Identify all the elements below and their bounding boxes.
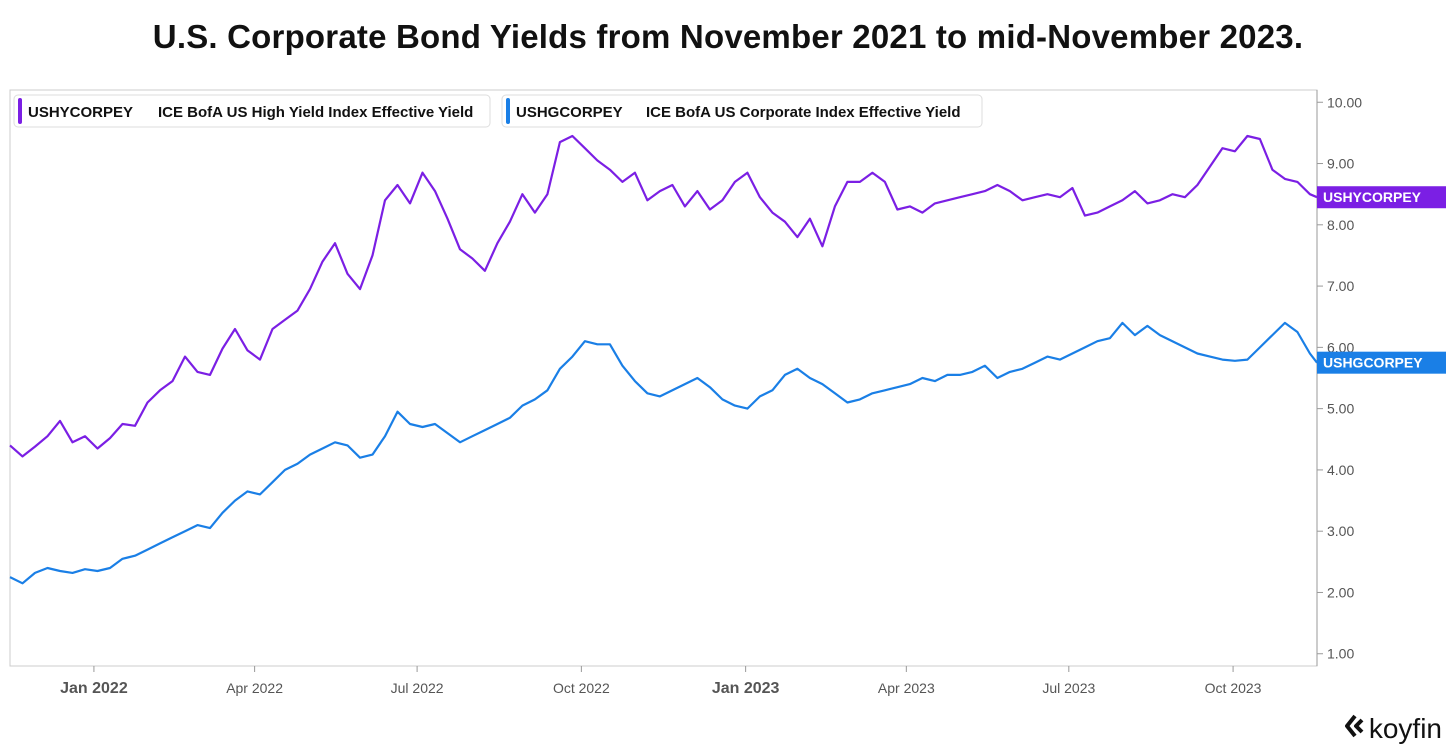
- legend-swatch: [18, 98, 22, 124]
- series-group: [9, 134, 1318, 585]
- y-tick-label: 7.00: [1327, 278, 1354, 294]
- last-value-tag-bg: [1317, 186, 1446, 209]
- y-tick-label: 9.00: [1327, 156, 1354, 172]
- legend-swatch: [506, 98, 510, 124]
- x-tick-label: Apr 2022: [226, 680, 283, 696]
- y-tick-label: 3.00: [1327, 523, 1354, 539]
- legend-series-description: ICE BofA US Corporate Index Effective Yi…: [646, 104, 961, 121]
- plot-frame: [9, 89, 1318, 667]
- y-tick-label: 8.00: [1327, 217, 1354, 233]
- x-tick-label: Jul 2023: [1042, 680, 1095, 696]
- brand-name: koyfin: [1368, 713, 1442, 744]
- y-tick-label: 6.00: [1327, 339, 1354, 355]
- legend-series-name: USHYCORPEY: [28, 104, 133, 121]
- page-title: U.S. Corporate Bond Yields from November…: [152, 18, 1304, 55]
- legend-item-ushycorpey[interactable]: USHYCORPEY ICE BofA US High Yield Index E…: [13, 94, 491, 128]
- last-value-tag-ushycorpey: USHYCORPEY: [1317, 186, 1446, 209]
- x-tick-label: Apr 2023: [878, 680, 935, 696]
- legend-box: [501, 94, 983, 128]
- y-tick-label: 10.00: [1327, 94, 1362, 110]
- x-tick-label: Oct 2023: [1205, 680, 1262, 696]
- x-tick-label: Jan 2023: [712, 680, 780, 697]
- legend: USHYCORPEY ICE BofA US High Yield Index E…: [13, 94, 983, 128]
- legend-item-ushgcorpey[interactable]: USHGCORPEY ICE BofA US Corporate Index Ef…: [501, 94, 983, 128]
- legend-series-description: ICE BofA US High Yield Index Effective Y…: [158, 104, 473, 121]
- brand-logo: koyfin: [1343, 713, 1442, 745]
- x-axis: Jan 2022 Apr 2022 Jul 2022 Oct 2022 Jan 2023…: [60, 666, 1262, 697]
- y-tick-label: 4.00: [1327, 462, 1354, 478]
- last-value-tag-ushgcorpey: USHGCORPEY: [1317, 351, 1446, 374]
- series-line-ushycorpey: [9, 134, 1318, 458]
- x-tick-label: Jul 2022: [391, 680, 444, 696]
- y-tick-label: 1.00: [1327, 646, 1354, 662]
- last-value-tag-label: USHGCORPEY: [1323, 355, 1423, 371]
- last-value-tag-bg: [1317, 351, 1446, 374]
- x-tick-label: Oct 2022: [553, 680, 610, 696]
- last-value-tags: USHYCORPEY USHGCORPEY: [1317, 186, 1446, 374]
- legend-series-name: USHGCORPEY: [516, 104, 623, 121]
- x-tick-label: Jan 2022: [60, 680, 128, 697]
- y-axis: 1.00 2.00 3.00 4.00 5.00 6.00 7.00 8.00 9.00 10.0…: [1317, 94, 1362, 662]
- y-tick-label: 2.00: [1327, 584, 1354, 600]
- y-tick-label: 5.00: [1327, 401, 1354, 417]
- last-value-tag-label: USHYCORPEY: [1323, 189, 1422, 205]
- series-line-ushgcorpey: [9, 321, 1318, 585]
- legend-box: [13, 94, 491, 128]
- koyfin-logo-icon: [1343, 713, 1365, 745]
